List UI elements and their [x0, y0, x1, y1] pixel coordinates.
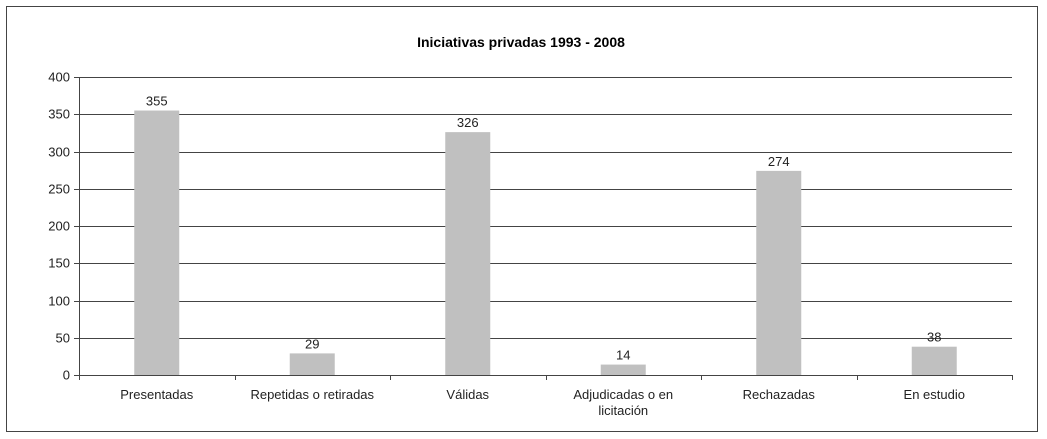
x-category-label: Presentadas — [120, 387, 193, 402]
bar — [134, 110, 180, 376]
bar — [911, 346, 957, 375]
y-tick-label: 300 — [48, 145, 70, 160]
data-label: 14 — [616, 348, 630, 363]
y-tick-label: 100 — [48, 294, 70, 309]
y-tick-label: 350 — [48, 107, 70, 122]
y-tick-label: 150 — [48, 256, 70, 271]
x-category-label: Rechazadas — [743, 387, 816, 402]
gridlines — [79, 77, 1012, 339]
data-label: 274 — [768, 154, 790, 169]
y-tick-label: 400 — [48, 70, 70, 85]
data-label: 38 — [927, 330, 941, 345]
y-tick-label: 50 — [56, 331, 70, 346]
chart-title: Iniciativas privadas 1993 - 2008 — [417, 34, 625, 50]
x-category-label: Adjudicadas o en — [573, 387, 673, 402]
bars — [134, 110, 957, 376]
bar — [600, 364, 646, 375]
labels: 0 50 100 150 200 250 300 350 400 355 Presentadas 29… — [48, 70, 965, 419]
x-category-label: Válidas — [446, 387, 489, 402]
data-label: 326 — [457, 115, 479, 130]
bar — [756, 170, 802, 375]
y-tick-label: 250 — [48, 182, 70, 197]
bar — [289, 353, 335, 375]
x-category-label: En estudio — [904, 387, 965, 402]
bar — [445, 132, 491, 375]
data-label: 355 — [146, 94, 168, 109]
x-category-label: licitación — [598, 403, 648, 418]
y-tick-label: 200 — [48, 219, 70, 234]
y-tick-label: 0 — [63, 368, 70, 383]
data-label: 29 — [305, 336, 319, 351]
x-category-label: Repetidas o retiradas — [250, 387, 374, 402]
axes — [74, 77, 1013, 380]
